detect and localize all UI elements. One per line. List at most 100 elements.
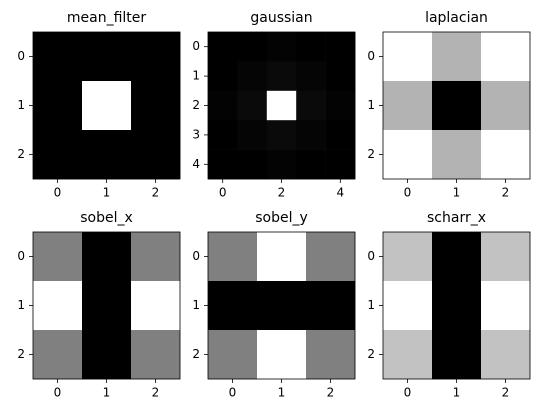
y-tick-label: 0: [367, 49, 375, 63]
cell: [383, 232, 433, 282]
cell: [266, 90, 297, 121]
cell: [237, 61, 268, 92]
x-tick-label: 1: [453, 186, 461, 200]
cell: [325, 149, 356, 180]
cell: [383, 130, 433, 180]
x-tick-label: 2: [152, 386, 160, 400]
cell: [432, 32, 482, 82]
y-tick-label: 1: [192, 69, 200, 83]
x-tick-label: 1: [103, 386, 111, 400]
cell: [257, 232, 307, 282]
cell: [432, 330, 482, 380]
x-tick-label: 1: [453, 386, 461, 400]
cell: [481, 32, 531, 82]
cell: [208, 149, 238, 180]
cell: [131, 130, 181, 180]
cell: [481, 330, 531, 380]
cell: [131, 81, 181, 131]
cell: [432, 130, 482, 180]
x-tick-label: 2: [502, 386, 510, 400]
cell: [33, 281, 83, 331]
y-tick-label: 2: [17, 347, 25, 361]
subplot-title: scharr_x: [427, 210, 486, 226]
cell: [131, 32, 181, 82]
cell: [432, 81, 482, 131]
subplot-title: laplacian: [425, 10, 488, 26]
cell: [306, 232, 356, 282]
x-tick-label: 1: [103, 186, 111, 200]
subplot-title: sobel_x: [80, 210, 133, 226]
cell: [208, 281, 258, 331]
cell: [33, 32, 83, 82]
cell: [481, 232, 531, 282]
y-tick-label: 0: [17, 49, 25, 63]
cell: [296, 149, 326, 180]
cell: [383, 330, 433, 380]
cell: [257, 330, 307, 380]
y-tick-label: 0: [192, 249, 200, 263]
cell: [33, 232, 83, 282]
cell: [82, 32, 132, 82]
cell: [33, 330, 83, 380]
cell: [237, 90, 268, 121]
cell: [306, 281, 356, 331]
y-tick-label: 4: [192, 157, 200, 171]
x-tick-label: 2: [327, 386, 335, 400]
y-tick-label: 1: [17, 98, 25, 112]
cell: [82, 330, 132, 380]
cell: [33, 130, 83, 180]
cell: [131, 232, 181, 282]
cell: [432, 232, 482, 282]
cell: [266, 61, 297, 92]
cell: [131, 281, 181, 331]
subplot-title: gaussian: [250, 10, 312, 26]
cell: [325, 120, 356, 150]
x-tick-label: 0: [404, 186, 412, 200]
cell: [82, 232, 132, 282]
y-tick-label: 0: [17, 249, 25, 263]
cell: [306, 330, 356, 380]
cell: [82, 130, 132, 180]
y-tick-label: 3: [192, 127, 200, 141]
y-tick-label: 1: [17, 298, 25, 312]
x-tick-label: 0: [54, 186, 62, 200]
cell: [257, 281, 307, 331]
cell: [208, 330, 258, 380]
cell: [383, 32, 433, 82]
cell: [208, 90, 238, 121]
x-tick-label: 1: [278, 386, 286, 400]
cell: [208, 32, 238, 62]
subplot-title: mean_filter: [67, 10, 147, 26]
x-tick-label: 0: [229, 386, 237, 400]
x-tick-label: 4: [336, 186, 344, 200]
cell: [131, 330, 181, 380]
cell: [208, 232, 258, 282]
cell: [296, 61, 326, 92]
cell: [481, 81, 531, 131]
cell: [33, 81, 83, 131]
cell: [237, 120, 268, 150]
cell: [383, 81, 433, 131]
x-tick-label: 0: [54, 386, 62, 400]
cell: [266, 120, 297, 150]
x-tick-label: 0: [219, 186, 227, 200]
y-tick-label: 0: [192, 39, 200, 53]
cell: [237, 149, 268, 180]
y-tick-label: 1: [367, 98, 375, 112]
cell: [208, 61, 238, 92]
cell: [296, 90, 326, 121]
x-tick-label: 2: [152, 186, 160, 200]
cell: [432, 281, 482, 331]
y-tick-label: 2: [367, 347, 375, 361]
cell: [208, 120, 238, 150]
cell: [296, 120, 326, 150]
y-tick-label: 1: [192, 298, 200, 312]
cell: [383, 281, 433, 331]
x-tick-label: 2: [278, 186, 286, 200]
cell: [82, 281, 132, 331]
y-tick-label: 1: [367, 298, 375, 312]
cell: [481, 281, 531, 331]
cell: [296, 32, 326, 62]
cell: [325, 90, 356, 121]
